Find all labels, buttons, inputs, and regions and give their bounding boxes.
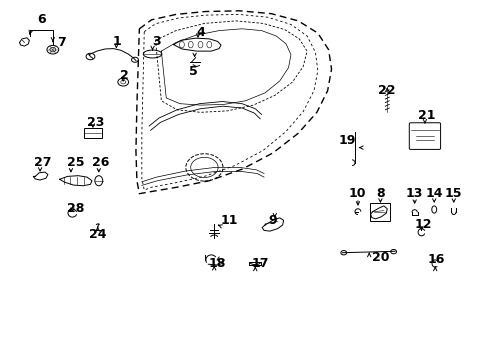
Text: 9: 9 [268, 214, 277, 227]
Text: 1: 1 [113, 35, 122, 48]
Text: 21: 21 [417, 109, 434, 122]
Text: 17: 17 [251, 257, 268, 270]
Text: 2: 2 [120, 69, 129, 82]
Text: 12: 12 [413, 219, 431, 231]
Text: 20: 20 [371, 251, 388, 264]
Text: 14: 14 [425, 187, 442, 200]
Text: 6: 6 [37, 13, 46, 26]
Text: 26: 26 [91, 156, 109, 169]
Text: 27: 27 [34, 156, 52, 169]
Text: 18: 18 [208, 257, 226, 270]
Text: 24: 24 [89, 228, 106, 241]
Text: 15: 15 [444, 187, 462, 200]
Text: 22: 22 [377, 84, 394, 97]
Text: 19: 19 [338, 134, 355, 147]
Text: 23: 23 [86, 116, 104, 129]
Text: 11: 11 [220, 214, 237, 227]
Text: 4: 4 [196, 26, 204, 39]
Text: 8: 8 [375, 187, 384, 200]
Text: 28: 28 [67, 202, 84, 215]
Text: 10: 10 [347, 187, 365, 200]
Text: 3: 3 [152, 35, 161, 48]
Text: 5: 5 [188, 65, 197, 78]
Text: 25: 25 [67, 156, 84, 169]
Text: 7: 7 [57, 36, 65, 49]
Text: 16: 16 [427, 253, 444, 266]
Text: 13: 13 [405, 187, 423, 200]
